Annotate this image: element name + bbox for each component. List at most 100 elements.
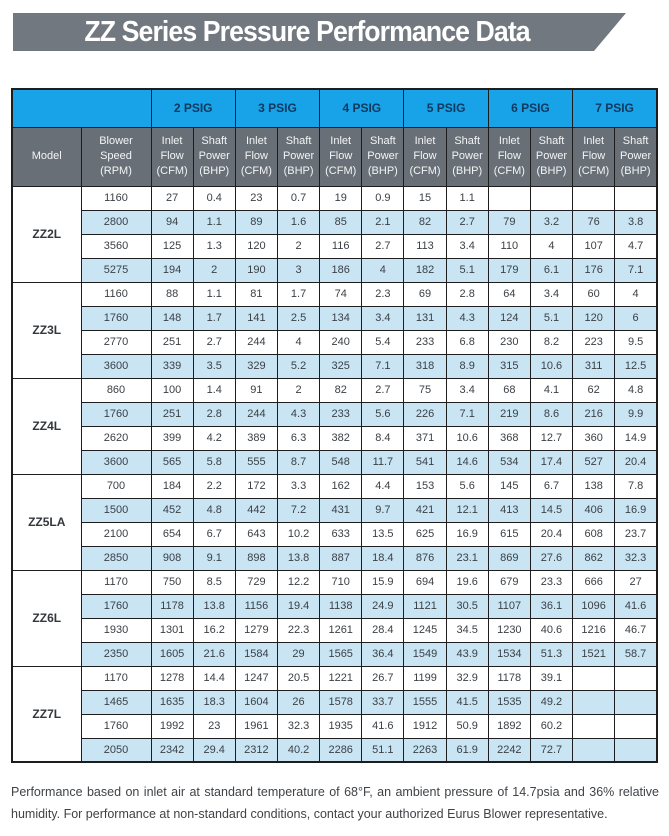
value-cell: 7.1 [361,353,405,379]
rpm-cell: 5275 [80,257,152,283]
value-cell: 223 [572,329,616,355]
value-cell: 869 [487,545,531,571]
value-cell: 43.9 [445,641,489,667]
value-cell: 184 [150,473,194,499]
value-cell: 339 [150,353,194,379]
value-cell: 4.4 [361,473,405,499]
value-cell: 2.7 [445,209,489,235]
table-row: 3600 339 3.5 329 5.2 325 7.1 318 8.9 315 10.6 311 12… [12,353,658,379]
value-cell: 176 [572,257,616,283]
table-row: ZZ2L 1160 27 0.4 23 0.7 19 0.9 15 1.1 [11,185,658,283]
value-cell: 1.6 [276,209,321,235]
value-cell: 68 [487,377,531,403]
value-cell: 16.9 [445,521,489,547]
value-cell: 244 [234,329,278,355]
value-cell: 120 [234,233,278,259]
footnote: Performance based on inlet air at standa… [11,785,659,821]
value-cell: 4.7 [614,233,658,259]
value-cell: 12.7 [529,425,574,451]
value-cell: 2242 [487,737,531,763]
value-cell [572,185,616,211]
value-cell: 162 [319,473,363,499]
value-cell: 41.6 [614,593,658,619]
value-cell: 13.8 [276,545,321,571]
value-cell: 74 [319,281,363,307]
value-cell: 62 [572,377,616,403]
value-cell: 413 [487,497,531,523]
value-cell: 29.4 [192,737,236,763]
model-cell: ZZ7L [11,665,82,763]
value-cell: 1555 [403,689,447,715]
value-cell: 32.3 [614,545,658,571]
value-cell: 6.7 [529,473,574,499]
value-cell: 23.1 [445,545,489,571]
value-cell: 41.5 [445,689,489,715]
table-row: 1465 1635 18.3 1604 26 1578 33.7 1555 41.5 1535 49… [12,689,658,715]
value-cell: 18.3 [192,689,236,715]
value-cell: 1178 [487,665,531,691]
value-cell: 2.5 [276,305,321,331]
rpm-cell: 2770 [80,329,152,355]
value-cell [614,713,658,739]
value-cell: 14.6 [445,449,489,475]
value-cell: 18.4 [361,545,405,571]
value-cell: 625 [403,521,447,547]
value-cell: 1.7 [276,281,321,307]
psig-header-row: 2 PSIG 3 PSIG 4 PSIG 5 PSIG 6 PSIG 7 PSIG [11,88,658,128]
value-cell: 1096 [572,593,616,619]
value-cell [572,665,616,691]
value-cell: 120 [572,305,616,331]
table-row: 2100 654 6.7 643 10.2 633 13.5 625 16.9 615 20.4 60… [12,521,658,547]
value-cell: 3 [276,257,321,283]
value-cell: 1.4 [192,377,236,403]
value-cell: 7.2 [276,497,321,523]
value-cell: 9.1 [192,545,236,571]
value-cell: 14.9 [614,425,658,451]
value-cell: 10.6 [529,353,574,379]
value-cell: 4 [276,329,321,355]
value-cell: 13.5 [361,521,405,547]
value-cell: 107 [572,233,616,259]
table-row: ZZ6L 1170 750 8.5 729 12.2 710 15.9 694 19.6 679 23… [11,569,658,667]
value-cell: 3.8 [614,209,658,235]
table-row: 1760 1992 23 1961 32.3 1935 41.6 1912 50.9 1892 60… [12,713,658,739]
table-row: 2620 399 4.2 389 6.3 382 8.4 371 10.6 368 12.7 360 1… [12,425,658,451]
psig-header: 2 PSIG [150,88,236,128]
column-header-row: Model Blower Speed (RPM) Inlet Flow (CFM) S… [11,126,658,187]
value-cell: 368 [487,425,531,451]
model-cell: ZZ5LA [11,473,82,571]
value-cell: 39.1 [529,665,574,691]
value-cell: 5.6 [361,401,405,427]
value-cell: 876 [403,545,447,571]
value-cell: 16.2 [192,617,236,643]
value-cell: 4.8 [614,377,658,403]
value-cell: 1247 [234,665,278,691]
value-cell: 186 [319,257,363,283]
value-cell: 21.6 [192,641,236,667]
value-cell: 141 [234,305,278,331]
value-cell: 2342 [150,737,194,763]
value-cell: 61.9 [445,737,489,763]
value-cell: 1279 [234,617,278,643]
value-cell: 29 [276,641,321,667]
value-cell: 40.2 [276,737,321,763]
value-cell: 116 [319,233,363,259]
value-cell: 6.1 [529,257,574,283]
value-cell: 172 [234,473,278,499]
value-cell: 7.1 [614,257,658,283]
value-cell: 1278 [150,665,194,691]
inlet-flow-header: Inlet Flow (CFM) [403,126,447,187]
value-cell: 233 [319,401,363,427]
page-title: ZZ Series Pressure Performance Data [84,15,531,48]
value-cell: 12.1 [445,497,489,523]
value-cell: 194 [150,257,194,283]
value-cell: 82 [403,209,447,235]
rpm-cell: 2850 [80,545,152,571]
value-cell: 251 [150,401,194,427]
shaft-power-header: Shaft Power (BHP) [614,126,658,187]
model-cell: ZZ2L [11,185,82,283]
value-cell: 1961 [234,713,278,739]
value-cell: 14.4 [192,665,236,691]
value-cell [529,185,574,211]
